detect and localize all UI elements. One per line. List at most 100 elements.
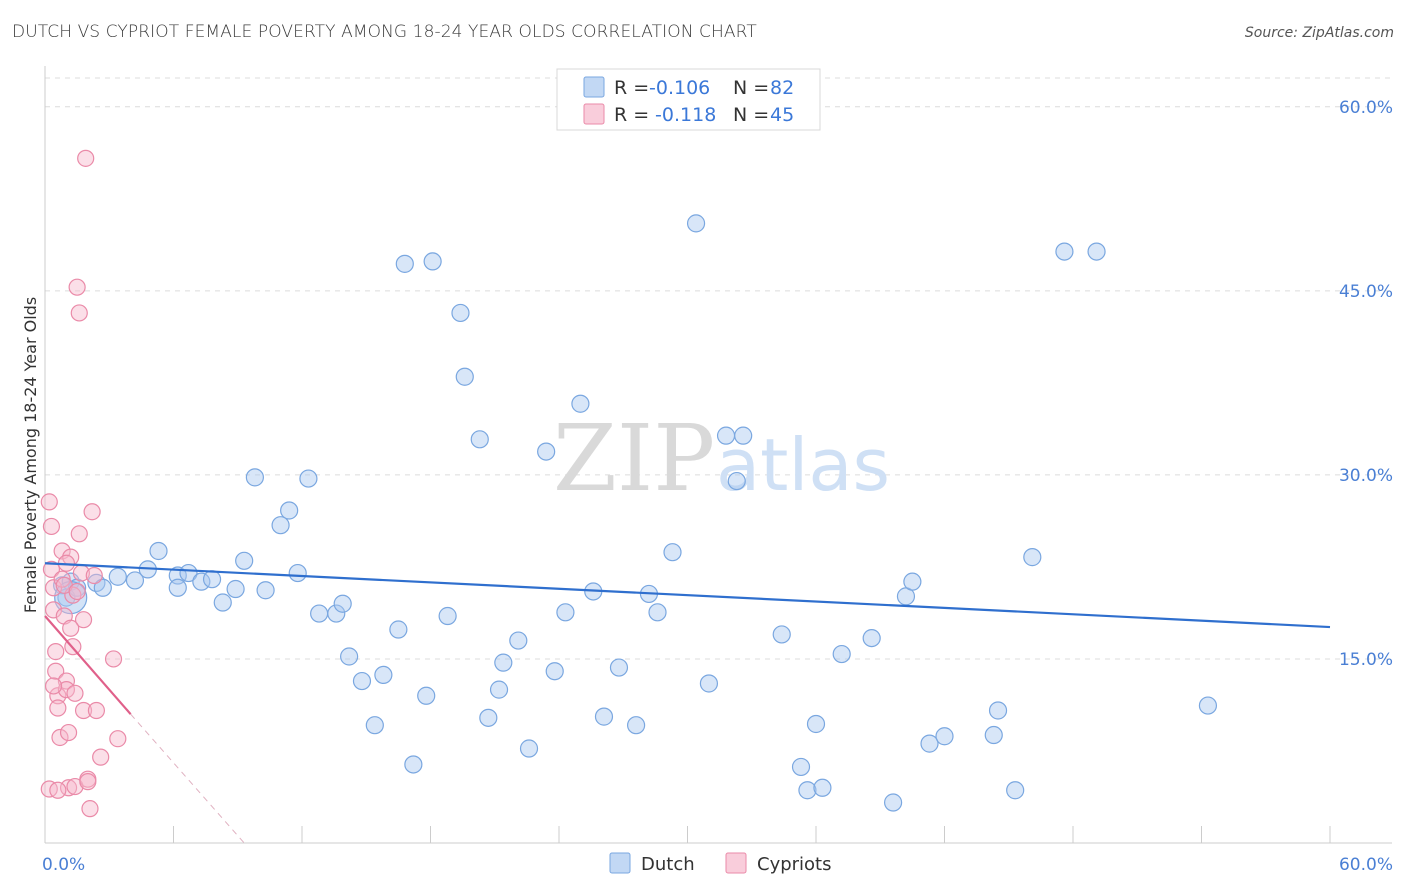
dutch-point-5 [93, 578, 112, 597]
dutch-point-43 [509, 631, 528, 650]
watermark-atlas: atlas [716, 423, 890, 507]
cypriot-point-37 [40, 780, 58, 798]
series-legend-swatch-dutch [609, 852, 631, 874]
cypriot-point-1 [42, 517, 61, 536]
dutch-point-68 [883, 793, 903, 812]
chart-source: Source: ZipAtlas.com [1244, 25, 1394, 41]
cypriot-point-24 [70, 525, 88, 543]
dutch-point-55 [663, 543, 682, 562]
dutch-point-22 [288, 563, 307, 583]
dutch-point-7 [125, 571, 145, 590]
dutch-point-73 [984, 725, 1003, 745]
y-tick-label-1: 30.0% [1339, 466, 1393, 486]
dutch-point-15 [213, 593, 232, 612]
dutch-point-76 [1023, 548, 1042, 567]
dutch-point-72 [935, 727, 954, 746]
dutch-point-9 [149, 541, 168, 561]
y-tick-labels: 15.0% 30.0% 45.0% 60.0% [1339, 98, 1393, 670]
dutch-point-11 [168, 578, 187, 597]
dutch-point-79 [1198, 696, 1218, 715]
cypriot-point-20 [66, 684, 84, 702]
dutch-point-48 [571, 394, 590, 413]
trend-lines [44, 562, 1331, 844]
correlation-legend: R = -0.106 N = 82 R = -0.118 N = 45 [556, 68, 821, 131]
cypriot-point-32 [85, 566, 103, 585]
dutch-point-70 [903, 572, 922, 591]
dutch-point-58 [716, 426, 736, 445]
dutch-point-67 [862, 628, 881, 648]
cypriot-point-36 [109, 730, 127, 748]
cypriot-point-41 [68, 582, 86, 601]
cypriot-point-26 [74, 611, 93, 629]
series-legend-label-cypriot: Cypriots [757, 854, 832, 875]
cypriot-point-28 [77, 149, 95, 167]
dutch-point-59 [727, 471, 746, 491]
dutch-point-30 [374, 665, 393, 685]
legend-r-value-dutch: -0.106 [649, 77, 710, 99]
dutch-point-52 [626, 716, 646, 735]
cypriot-point-14 [57, 681, 76, 699]
dutch-point-19 [256, 581, 275, 600]
cypriot-point-27 [74, 701, 93, 720]
dutch-point-32 [395, 254, 414, 273]
cypriot-point-8 [49, 699, 67, 717]
dutch-point-62 [791, 757, 811, 777]
legend-n-value-dutch: 82 [770, 77, 794, 99]
cypriot-point-31 [83, 503, 101, 521]
dutch-point-27 [340, 647, 359, 666]
dutch-point-63 [798, 781, 817, 800]
cypriot-point-34 [92, 748, 110, 766]
dutch-point-17 [235, 551, 254, 570]
dutch-point-65 [813, 778, 832, 797]
watermark-zip: ZIP [553, 405, 715, 512]
dutch-point-35 [423, 252, 442, 271]
dutch-point-77 [1055, 242, 1074, 261]
cypriot-point-23 [70, 304, 88, 322]
dutch-point-42 [494, 653, 513, 672]
chart-title: DUTCH VS CYPRIOT FEMALE POVERTY AMONG 18… [12, 22, 757, 42]
cypriot-trend-extension [130, 713, 245, 844]
dutch-point-25 [327, 604, 346, 623]
cypriot-point-9 [51, 728, 69, 747]
dutch-point-40 [479, 708, 498, 727]
dutch-point-18 [245, 468, 264, 487]
cypriot-point-7 [49, 687, 67, 705]
dutch-point-56 [686, 214, 706, 233]
dutch-point-66 [832, 644, 851, 664]
cypriot-points [40, 149, 127, 818]
dutch-point-47 [556, 603, 575, 622]
dutch-point-50 [594, 707, 614, 726]
dutch-point-60 [734, 426, 753, 445]
legend-n-label-cypriot: N = [733, 104, 769, 126]
dutch-point-13 [192, 572, 211, 591]
cypriot-point-16 [59, 779, 78, 797]
dutch-point-61 [772, 625, 791, 644]
dutch-point-54 [648, 603, 667, 622]
dutch-point-12 [179, 563, 198, 583]
y-tick-label-3: 60.0% [1339, 98, 1393, 118]
dutch-point-20 [271, 516, 290, 535]
dutch-point-46 [545, 662, 564, 681]
axes [44, 66, 1392, 844]
dutch-point-31 [389, 620, 408, 639]
legend-swatch-cypriot [583, 103, 605, 125]
legend-r-label-dutch: R = [614, 77, 649, 99]
x-tick-label-min: 0.0% [42, 855, 85, 875]
cypriot-point-22 [68, 278, 86, 296]
dutch-point-24 [310, 604, 329, 623]
cypriot-point-2 [42, 560, 61, 578]
dutch-point-29 [365, 716, 384, 735]
cypriot-point-6 [47, 662, 65, 680]
cypriot-point-21 [66, 777, 84, 796]
dutch-point-21 [280, 501, 299, 520]
cypriot-point-35 [104, 650, 123, 668]
cypriot-point-15 [59, 723, 78, 742]
cypriot-point-40 [62, 619, 80, 637]
dutch-point-26 [333, 594, 352, 613]
cypriot-point-33 [87, 701, 106, 720]
dutch-point-78 [1087, 242, 1106, 261]
gridlines [45, 77, 1392, 660]
cypriot-point-5 [47, 642, 65, 661]
legend-n-value-cypriot: 45 [770, 104, 794, 126]
